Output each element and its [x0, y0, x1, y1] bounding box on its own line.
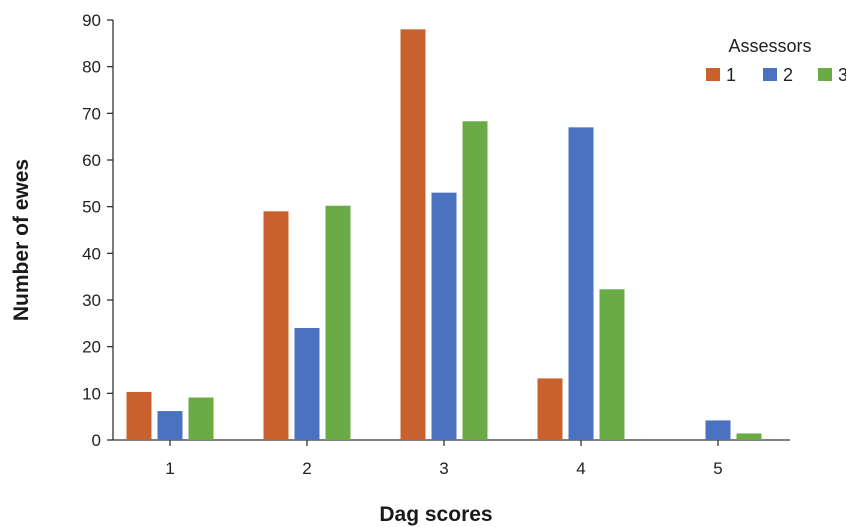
y-tick-label: 40 [82, 244, 101, 263]
bar [431, 192, 457, 440]
y-tick-label: 90 [82, 11, 101, 30]
y-tick-label: 80 [82, 58, 101, 77]
bar [599, 289, 625, 440]
legend-label: 3 [838, 65, 846, 85]
x-axis: 1 2 3 4 5 [113, 439, 790, 478]
legend-label: 2 [783, 65, 793, 85]
y-axis: 0 10 20 30 40 50 60 70 80 90 [82, 11, 114, 450]
y-tick-label: 30 [82, 291, 101, 310]
bar [188, 397, 214, 440]
bar [325, 205, 351, 440]
bar [705, 420, 731, 440]
bars [126, 29, 762, 441]
bar [400, 29, 426, 440]
bar [736, 433, 762, 440]
y-tick-label: 60 [82, 151, 101, 170]
x-tick-label: 4 [576, 459, 585, 478]
bar [126, 391, 152, 440]
x-axis-title: Dag scores [379, 503, 492, 526]
x-tick-label: 5 [713, 459, 722, 478]
x-tick-label: 1 [165, 459, 174, 478]
bar [462, 121, 488, 441]
bar [294, 328, 320, 440]
legend-swatch [706, 68, 720, 81]
legend-label: 1 [726, 65, 736, 85]
legend: Assessors 1 2 3 [706, 36, 846, 85]
x-tick-label: 2 [302, 459, 311, 478]
bar [537, 378, 563, 440]
y-tick-label: 20 [82, 338, 101, 357]
y-tick-label: 50 [82, 198, 101, 217]
legend-swatch [763, 68, 777, 81]
y-tick-label: 0 [92, 431, 101, 450]
y-tick-label: 10 [82, 384, 101, 403]
bar [157, 411, 183, 440]
legend-swatch [818, 68, 832, 81]
bar [568, 127, 594, 440]
y-axis-title: Number of ewes [10, 159, 33, 321]
y-tick-label: 70 [82, 104, 101, 123]
x-tick-label: 3 [439, 459, 448, 478]
bar [263, 211, 289, 440]
legend-title: Assessors [728, 36, 811, 56]
